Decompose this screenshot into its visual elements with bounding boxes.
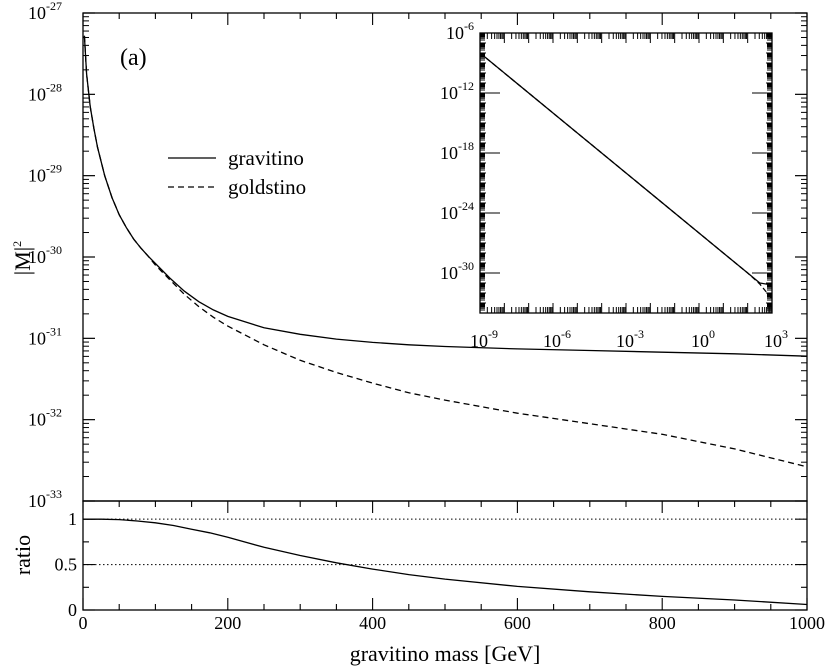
inset-x-tick-label-base: 10 [616, 331, 634, 351]
legend: gravitino goldstino [168, 146, 306, 199]
inset-y-tick-label-exponent: -12 [458, 79, 474, 93]
inset-y-tick-label-base: 10 [440, 83, 458, 103]
main-y-tick-label-base: 10 [28, 247, 46, 267]
x-tick-label: 1000 [789, 613, 825, 633]
main-y-tick-label-base: 10 [28, 491, 46, 511]
main-y-tick-label-base: 10 [28, 328, 46, 348]
ratio-y-axis-label: ratio [10, 535, 35, 575]
y-label-exponent: 2 [10, 241, 24, 247]
main-y-tick-label-exponent: -27 [46, 0, 62, 13]
main-curve-goldstino [83, 35, 808, 468]
main-y-tick-label-exponent: -30 [46, 243, 62, 257]
inset-x-tick-label-exponent: 0 [709, 327, 715, 341]
inset-y-tick-label-exponent: -30 [458, 259, 474, 273]
inset-x-tick-label: 10-9 [470, 327, 498, 351]
inset-y-tick-label-exponent: -18 [458, 139, 474, 153]
inset-y-tick-label: 10-12 [440, 79, 474, 103]
main-y-tick-label: 10-29 [28, 162, 62, 186]
inset-y-tick-label: 10-6 [446, 19, 474, 43]
inset-x-tick-label-base: 10 [764, 331, 782, 351]
main-curves [83, 35, 808, 468]
main-y-tick-label-exponent: -29 [46, 162, 62, 176]
inset-y-tick-label-exponent: -24 [458, 199, 474, 213]
main-y-tick-label-base: 10 [28, 166, 46, 186]
inset-x-tick-label-exponent: -9 [488, 327, 498, 341]
inset-y-tick-label-base: 10 [446, 23, 464, 43]
inset-y-tick-label-base: 10 [440, 263, 458, 283]
x-tick-label: 0 [79, 613, 88, 633]
inset-x-tick-label-exponent: -6 [561, 327, 571, 341]
x-tick-label: 600 [504, 613, 531, 633]
main-y-tick-label-base: 10 [28, 410, 46, 430]
main-y-axis-label: |M|2 [10, 241, 35, 275]
inset-x-tick-label: 103 [764, 327, 788, 351]
legend-label-goldstino: goldstino [228, 175, 306, 199]
ratio-plot-frame [82, 500, 808, 611]
main-y-tick-label-exponent: -33 [46, 487, 62, 501]
x-tick-label: 400 [359, 613, 386, 633]
inset-y-tick-label-exponent: -6 [464, 19, 474, 33]
panel-label: (a) [120, 45, 147, 71]
main-y-tick-label: 10-31 [28, 324, 62, 348]
ratio-y-tick-label: 0.5 [55, 555, 78, 575]
x-axis-label: gravitino mass [GeV] [350, 641, 541, 666]
main-y-tick-label: 10-30 [28, 243, 62, 267]
inset-y-tick-label: 10-30 [440, 259, 474, 283]
main-y-tick-label-exponent: -28 [46, 80, 62, 94]
inset-y-tick-label: 10-24 [440, 199, 474, 223]
ratio-y-tick-label: 1 [68, 509, 77, 529]
inset-y-tick-label: 10-18 [440, 139, 474, 163]
main-y-tick-label: 10-33 [28, 487, 62, 511]
inset-y-tick-label-base: 10 [440, 143, 458, 163]
main-y-tick-label-exponent: -32 [46, 406, 62, 420]
inset-x-tick-label-base: 10 [691, 331, 709, 351]
x-tick-label: 200 [214, 613, 241, 633]
inset-x-tick-label-exponent: 3 [782, 327, 788, 341]
ratio-curve [83, 518, 808, 606]
main-y-tick-label-base: 10 [28, 84, 46, 104]
main-y-tick-label-base: 10 [28, 3, 46, 23]
inset-x-tick-label: 10-3 [616, 327, 644, 351]
ratio-ticks: 0 200 400 600 800 1000 1 0.5 0 [55, 501, 825, 633]
x-tick-label: 800 [649, 613, 676, 633]
y-label-base: |M| [10, 247, 35, 275]
inset-ticks: 10-9 10-6 10-3 100 10310-610-1210-1810-2410-… [440, 19, 788, 351]
inset-x-tick-label: 10-6 [543, 327, 571, 351]
inset-x-tick-label: 100 [691, 327, 715, 351]
ratio-y-tick-label: 0 [68, 600, 77, 620]
inset-y-tick-label-base: 10 [440, 203, 458, 223]
ratio-curves [83, 518, 808, 606]
inset-curves [479, 52, 773, 300]
main-y-tick-label: 10-32 [28, 406, 62, 430]
main-y-tick-label: 10-27 [28, 0, 62, 23]
inset-x-tick-label-exponent: -3 [634, 327, 644, 341]
inset-x-tick-label-base: 10 [543, 331, 561, 351]
legend-label-gravitino: gravitino [228, 146, 304, 170]
main-y-tick-label: 10-28 [28, 80, 62, 104]
inset-curve-goldstino [479, 52, 773, 300]
main-y-tick-label-exponent: -31 [46, 324, 62, 338]
inset-x-tick-label-base: 10 [470, 331, 488, 351]
